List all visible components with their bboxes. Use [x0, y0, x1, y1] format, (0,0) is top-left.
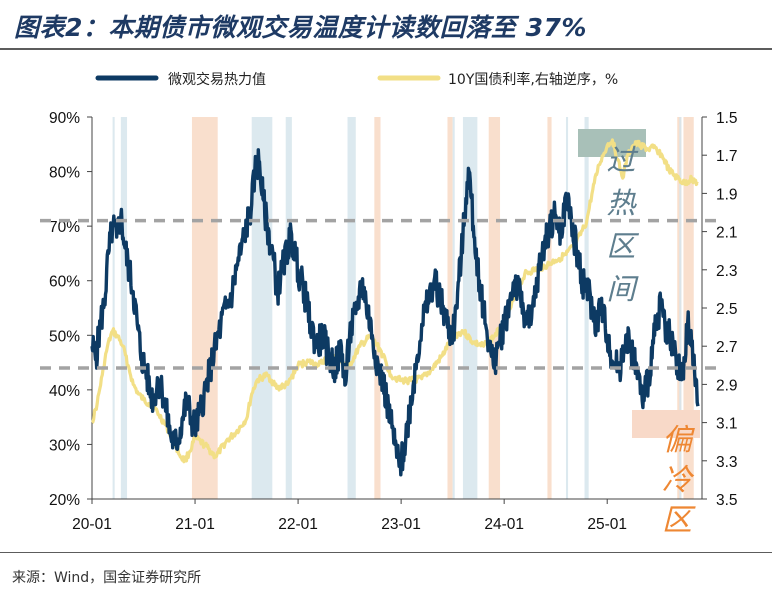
- page-title: 图表2：本期债市微观交易温度计读数回落至 37%: [14, 13, 587, 42]
- shade-blue: [584, 117, 589, 499]
- shade-blue: [565, 117, 569, 499]
- shade-orange: [374, 117, 381, 499]
- undercold-annotation-char: 区: [662, 503, 696, 538]
- y-left-tick-label: 20%: [49, 492, 80, 509]
- undercold-annotation-char: 冷: [662, 463, 695, 498]
- x-tick-label: 23-01: [381, 516, 421, 533]
- shade-orange: [547, 117, 552, 499]
- y-right-tick-label: 2.5: [716, 301, 738, 318]
- legend-label-yield: 10Y国债利率,右轴逆序，%: [448, 71, 618, 88]
- title-divider: [0, 48, 772, 50]
- series-line-heat: [90, 148, 700, 477]
- x-tick-label: 22-01: [278, 516, 318, 533]
- y-right-tick-label: 2.7: [716, 339, 738, 356]
- shade-blue: [679, 117, 682, 499]
- x-tick-label: 20-01: [72, 516, 112, 533]
- y-right-tick-label: 2.1: [716, 225, 738, 242]
- x-tick-label: 24-01: [484, 516, 524, 533]
- shade-orange: [447, 117, 453, 499]
- shade-blue: [112, 117, 115, 499]
- x-tick-label: 21-01: [175, 516, 215, 533]
- legend: 微观交易热力值 10Y国债利率,右轴逆序，%: [95, 71, 618, 88]
- y-right-tick-label: 2.3: [716, 263, 738, 280]
- overheat-annotation-char: 过: [606, 143, 638, 177]
- shade-blue: [285, 117, 292, 499]
- shade-orange: [488, 117, 501, 499]
- shade-orange: [683, 117, 694, 499]
- overheat-annotation-char: 间: [606, 272, 639, 306]
- x-tick-label: 25-01: [587, 516, 627, 533]
- legend-label-heat: 微观交易热力值: [168, 71, 266, 88]
- shade-orange: [191, 117, 218, 499]
- y-right-tick-label: 1.5: [716, 110, 738, 127]
- undercold-annotation-char: 偏: [662, 423, 695, 458]
- y-left-tick-label: 30%: [49, 437, 80, 454]
- overheat-annotation-char: 热: [606, 186, 637, 220]
- shade-blue: [120, 117, 128, 499]
- y-right-tick-label: 2.9: [716, 377, 738, 394]
- axes: 20% 30% 40% 50% 60% 70% 80% 90% 1.5 1.7 1.9 2.1 2.3 2…: [49, 110, 738, 533]
- y-left-tick-label: 60%: [49, 274, 80, 291]
- y-left-tick-label: 70%: [49, 219, 80, 236]
- y-left-tick-label: 40%: [49, 383, 80, 400]
- y-left-tick-label: 90%: [49, 110, 80, 127]
- source-note: 来源：Wind，国金证券研究所: [12, 570, 202, 586]
- undercold-label-box: [632, 410, 700, 438]
- y-left-tick-label: 80%: [49, 165, 80, 182]
- y-right-tick-label: 3.3: [716, 454, 738, 471]
- y-right-tick-label: 1.7: [716, 148, 738, 165]
- y-right-tick-label: 3.1: [716, 416, 738, 433]
- series-lines: [90, 138, 700, 477]
- y-left-tick-label: 50%: [49, 328, 80, 345]
- footer-divider: [0, 552, 772, 553]
- y-right-tick-label: 3.5: [716, 492, 738, 509]
- overheat-annotation-char: 区: [606, 229, 639, 263]
- y-right-tick-label: 1.9: [716, 186, 738, 203]
